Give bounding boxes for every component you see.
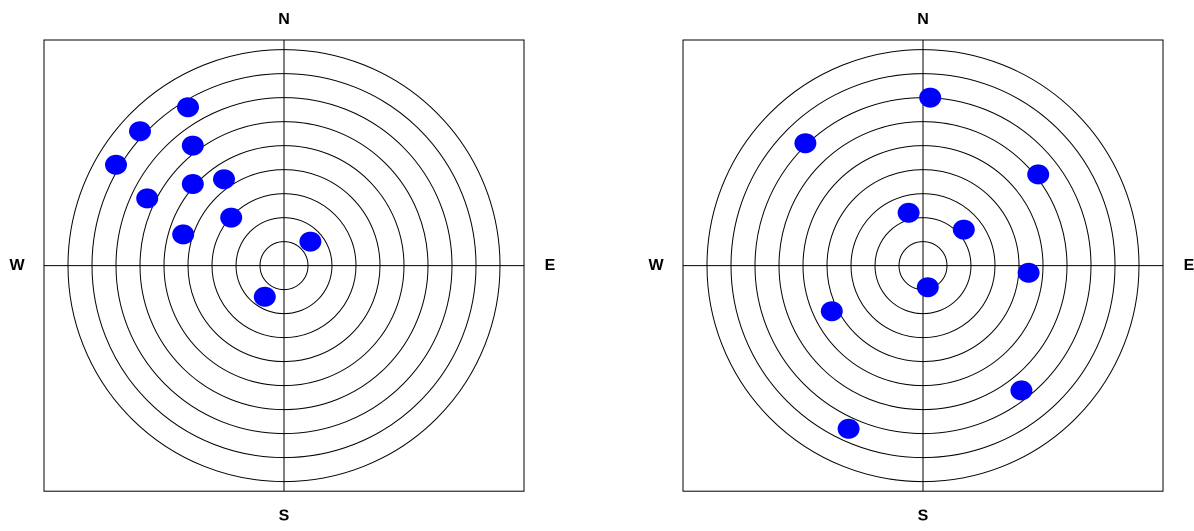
point [919, 87, 942, 108]
point [181, 174, 204, 194]
compass-label: W [648, 257, 664, 274]
point [129, 121, 151, 142]
point [1027, 164, 1050, 185]
point [299, 231, 322, 252]
compass-label: S [279, 507, 290, 524]
point [172, 224, 195, 245]
compass-label: W [9, 257, 25, 274]
point [220, 207, 243, 228]
point [794, 133, 817, 154]
compass-label: E [545, 257, 556, 274]
point [253, 286, 276, 307]
point [1017, 262, 1040, 283]
point [952, 219, 975, 240]
point [1010, 380, 1033, 401]
compass-label: S [918, 507, 929, 524]
compass-label: N [917, 11, 929, 28]
point [897, 202, 920, 223]
compass-label: N [278, 11, 290, 28]
point [916, 277, 939, 298]
point [181, 135, 204, 156]
point [837, 418, 860, 439]
point [177, 97, 199, 118]
compass-label: E [1184, 257, 1194, 274]
point [136, 188, 159, 209]
point [213, 169, 235, 190]
point [105, 154, 127, 175]
point [820, 301, 843, 322]
